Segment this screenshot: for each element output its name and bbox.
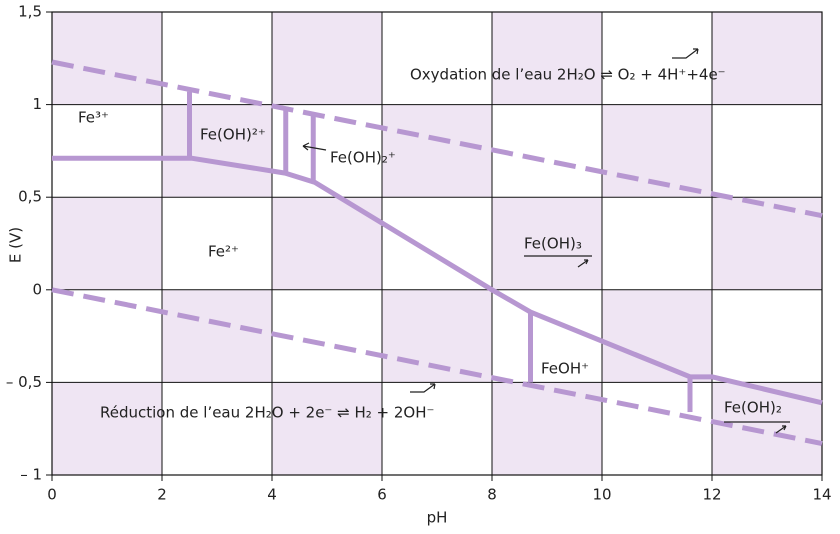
cell [382,382,492,475]
y-tick-label: 0 [32,280,42,298]
cell [712,382,822,475]
cell [272,382,382,475]
cell [382,12,492,105]
annotation: Fe(OH)₃ [524,235,582,253]
boundary-line [52,155,823,406]
arrow [724,421,790,434]
lines [51,59,823,446]
cell [162,289,272,383]
cell [382,197,492,290]
cell [492,382,602,475]
cell [712,104,822,198]
x-tick-label: 4 [267,486,277,504]
x-tick-label: 2 [157,486,167,504]
arrows [302,48,790,434]
cell [52,382,162,475]
y-tick-label: 1,5 [18,3,42,21]
cell [162,382,272,475]
arrow [410,383,436,393]
arrow [672,48,699,59]
cell [602,12,712,105]
cell [602,382,712,475]
annotation: Oxydation de l’eau 2H₂O ⇌ O₂ + 4H⁺+4e⁻ [410,66,726,84]
dashed-line [51,59,823,219]
annotation: Fe(OH)₂ [724,399,782,417]
annotation: Fe²⁺ [208,243,239,261]
cell [492,12,602,105]
cell [382,104,492,198]
grid [46,11,823,481]
y-tick-label: 1 [32,95,42,113]
x-tick-label: 6 [377,486,387,504]
y-tick-label: – 0,5 [6,373,42,391]
y-tick-label: – 1 [20,466,42,484]
cell [712,12,822,105]
dashed-line [51,287,823,446]
plot-frame [51,11,823,476]
x-tick-label: 8 [487,486,497,504]
cell [272,104,382,198]
cell [52,12,162,105]
cell [162,12,272,105]
y-axis-label: E (V) [7,227,25,263]
cell [162,104,272,198]
annotation: FeOH⁺ [541,360,589,378]
cell [712,197,822,290]
cell [712,289,822,383]
x-tick-label: 0 [47,486,57,504]
annotation: Réduction de l’eau 2H₂O + 2e⁻ ⇌ H₂ + 2OH… [100,404,434,422]
cell [602,289,712,383]
x-tick-label: 10 [592,486,611,504]
arrow [302,142,327,151]
annotation: Fe(OH)²⁺ [200,126,266,144]
background [52,12,822,475]
cell [52,104,162,198]
cell [602,197,712,290]
x-tick-label: 14 [812,486,831,504]
cell [492,104,602,198]
arrow [524,255,592,268]
cell [162,197,272,290]
cell [52,289,162,383]
cell [492,197,602,290]
cell [52,197,162,290]
cell [272,12,382,105]
y-tick-label: 0,5 [18,188,42,206]
annotation: Fe³⁺ [78,109,109,127]
annotation: Fe(OH)₂⁺ [330,149,396,167]
x-axis-label: pH [427,509,448,527]
x-tick-label: 12 [702,486,721,504]
